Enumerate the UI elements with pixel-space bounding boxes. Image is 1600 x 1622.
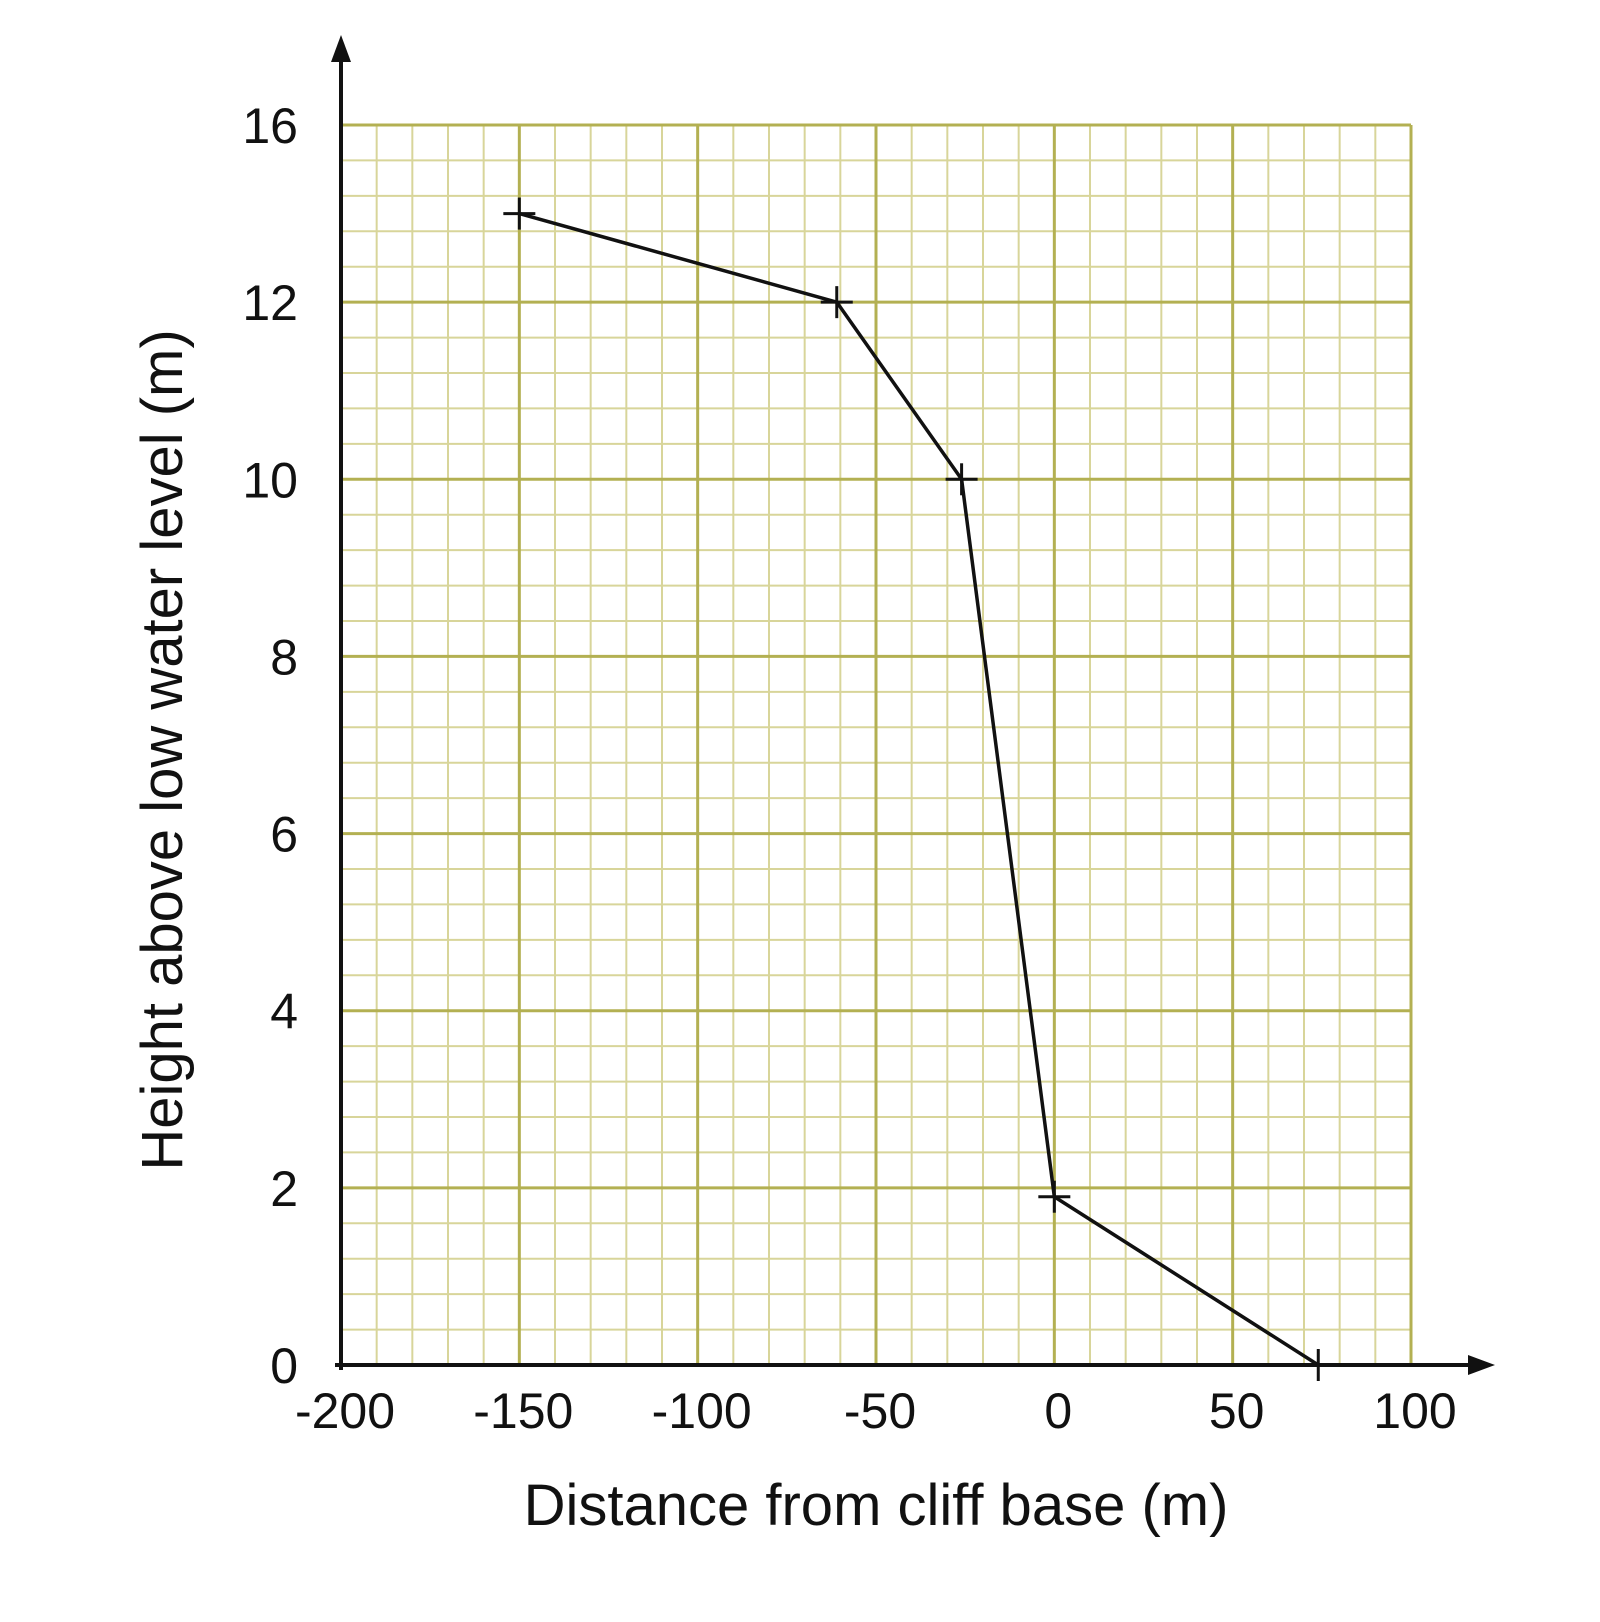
x-tick-label: -150 [473,1383,573,1439]
y-tick-label: 2 [270,1161,298,1217]
y-tick-label: 6 [270,807,298,863]
profile-line [518,211,1320,1367]
x-tick-label: 50 [1209,1383,1265,1439]
x-tick-labels: -200 -150 -100 -50 0 50 100 [295,1383,1457,1439]
y-tick-label: 16 [242,98,298,154]
y-tick-label: 4 [270,984,298,1040]
y-tick-labels: 0 2 4 6 8 10 12 16 [242,98,298,1394]
x-tick-label: 0 [1044,1383,1072,1439]
x-tick-label: -50 [844,1383,916,1439]
x-tick-label: 100 [1373,1383,1456,1439]
y-tick-label: 12 [242,275,298,331]
data-point-markers [503,197,1335,1381]
x-tick-label: -100 [652,1383,752,1439]
x-axis-title: Distance from cliff base (m) [524,1473,1229,1538]
axes [331,35,1495,1375]
y-tick-label: 10 [242,452,298,508]
y-tick-label: 8 [270,629,298,685]
major-grid [339,123,1413,1367]
y-tick-label: 0 [270,1338,298,1394]
x-axis-arrow-icon [1468,1355,1495,1375]
y-axis-arrow-icon [331,35,351,62]
y-axis-title: Height above low water level (m) [130,329,195,1170]
x-tick-label: -200 [295,1383,395,1439]
